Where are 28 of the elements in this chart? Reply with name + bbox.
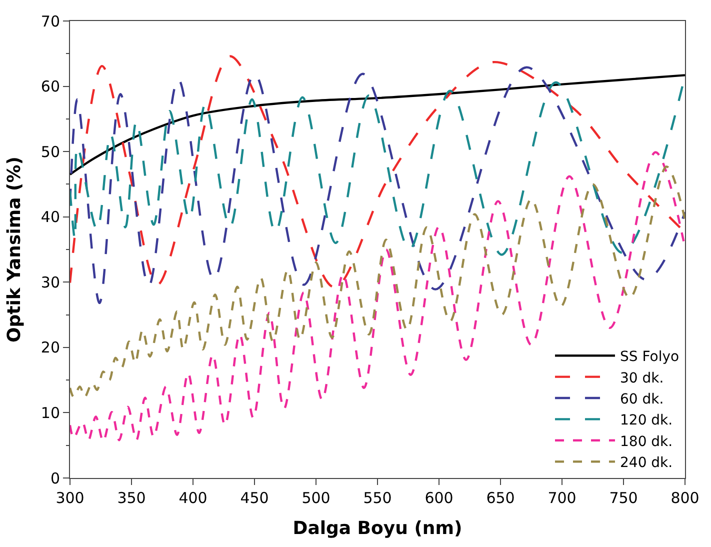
line-series [70,74,685,176]
x-tick-label: 300 [56,489,84,507]
y-tick-label: 70 [40,12,60,30]
y-tick-label: 10 [40,404,60,422]
x-tick-label: 500 [302,489,330,507]
legend-label: 240 dk. [620,455,673,472]
x-tick-label: 750 [609,489,638,507]
y-tick-label: 30 [40,273,60,292]
legend-label: 30 dk. [620,370,664,386]
y-axis-title: Optik Yansima (%) [4,156,26,343]
y-tick-label: 60 [40,78,60,96]
legend-label: 180 dk. [620,434,673,450]
y-tick-label: 0 [50,469,60,488]
x-tick-label: 650 [486,489,515,507]
x-axis-title: Dalga Boyu (nm) [292,518,462,540]
x-tick-label: 550 [363,489,392,507]
legend-label: 120 dk. [620,412,673,429]
y-tick-label: 20 [40,338,60,357]
legend-label: SS Folyo [620,349,680,366]
x-tick-label: 600 [424,489,454,507]
legend-label: 60 dk. [620,391,664,408]
x-tick-label: 800 [670,489,700,507]
x-tick-label: 350 [117,489,146,507]
y-tick-label: 50 [40,142,60,161]
x-tick-label: 450 [240,489,269,507]
x-tick-label: 400 [178,489,208,507]
x-tick-label: 700 [548,489,576,507]
y-tick-label: 40 [40,208,60,226]
